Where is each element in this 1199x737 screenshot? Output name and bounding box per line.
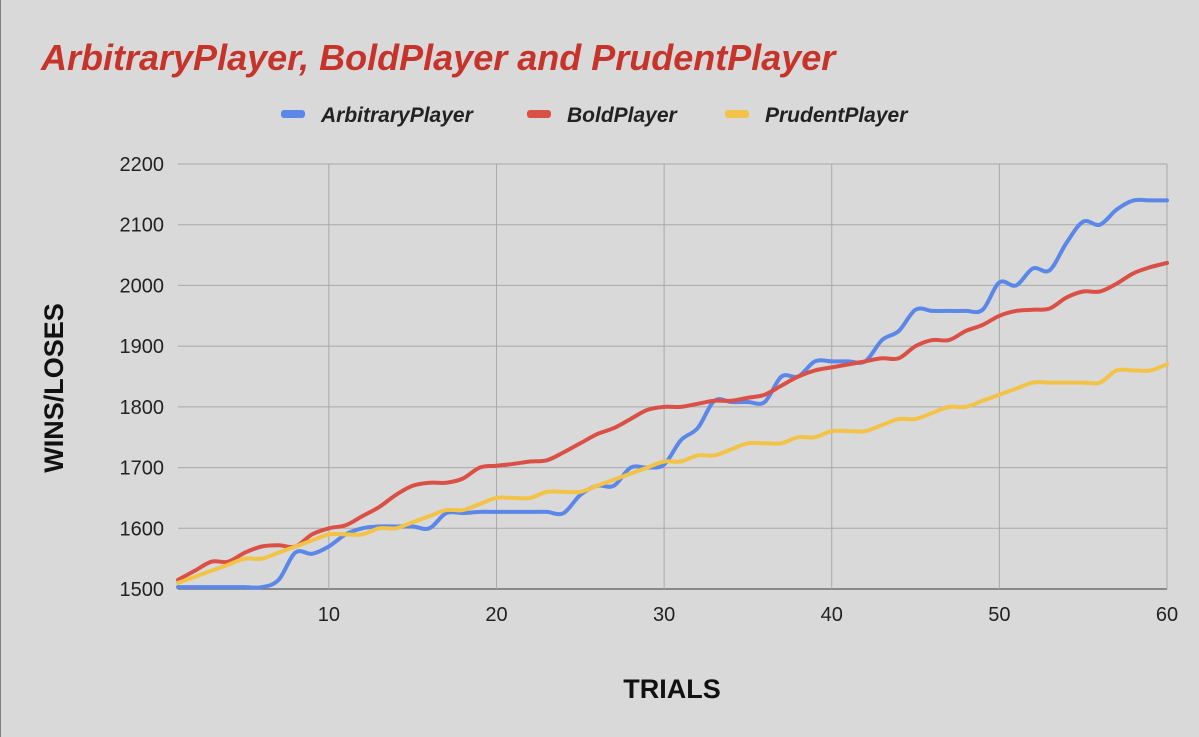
chart-title: ArbitraryPlayer, BoldPlayer and PrudentP…: [40, 37, 837, 78]
x-axis-ticks: 10 20 30 40 50 60: [318, 604, 1178, 626]
y-tick-label: 1900: [120, 336, 165, 358]
legend-label-bold-player: BoldPlayer: [567, 104, 679, 127]
x-tick-label: 10: [318, 604, 340, 626]
x-tick-label: 40: [821, 604, 843, 626]
legend-item-prudent-player: PrudentPlayer: [725, 104, 909, 127]
y-axis-title: WINS/LOSES: [39, 303, 69, 473]
legend-item-bold-player: BoldPlayer: [527, 104, 679, 127]
legend-label-arbitrary-player: ArbitraryPlayer: [320, 104, 475, 127]
y-tick-label: 1700: [120, 458, 165, 480]
y-tick-label: 2100: [120, 215, 165, 237]
series-line-bold-player: [176, 260, 1169, 582]
y-tick-label: 1800: [120, 397, 165, 419]
legend-swatch-prudent-player: [725, 110, 749, 118]
legend-swatch-bold-player: [527, 110, 551, 118]
series-line-prudent-player: [176, 362, 1169, 585]
y-tick-label: 2000: [120, 275, 165, 297]
gridlines: [178, 163, 1168, 590]
legend-label-prudent-player: PrudentPlayer: [765, 104, 909, 127]
y-axis-ticks: 1500 1600 1700 1800 1900 2000 2100 2200: [120, 154, 165, 601]
x-axis-title: TRIALS: [623, 674, 721, 704]
legend-swatch-arbitrary-player: [281, 110, 305, 118]
x-tick-label: 60: [1156, 604, 1178, 626]
series-lines: [176, 197, 1169, 590]
y-tick-label: 2200: [120, 154, 165, 176]
y-tick-label: 1500: [120, 579, 165, 601]
y-tick-label: 1600: [120, 518, 165, 540]
x-tick-label: 50: [988, 604, 1010, 626]
legend: ArbitraryPlayer BoldPlayer PrudentPlayer: [281, 104, 909, 127]
x-tick-label: 30: [653, 604, 675, 626]
legend-item-arbitrary-player: ArbitraryPlayer: [281, 104, 475, 127]
x-tick-label: 20: [485, 604, 507, 626]
